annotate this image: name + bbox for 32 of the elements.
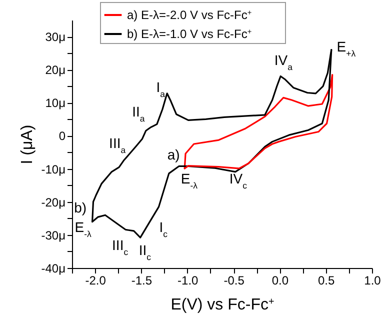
x-tick-label: 0.0 bbox=[272, 274, 289, 288]
annotation: IV$_{a}$ bbox=[274, 52, 293, 72]
annotation: III$_{a}$ bbox=[109, 135, 126, 156]
x-axis-title: E(V) vs Fc-Fc$^{+}$ bbox=[170, 296, 274, 314]
legend-label: a) E-λ=-2.0 V vs Fc-Fc$^{+}$ bbox=[127, 8, 252, 22]
y-axis-title: I (μA) bbox=[19, 124, 36, 164]
y-tick-label: -40μ bbox=[41, 262, 66, 276]
annotation: I$_{a}$ bbox=[156, 78, 166, 99]
x-tick-label: -1.0 bbox=[178, 274, 199, 288]
annotation: IV$_{c}$ bbox=[229, 170, 248, 190]
x-tick-label: 0.5 bbox=[318, 274, 336, 288]
x-tick-label: -2.0 bbox=[85, 274, 106, 288]
y-tick-label: 30μ bbox=[45, 30, 66, 44]
annotation: III$_{c}$ bbox=[112, 236, 129, 257]
annotation: E$_{+λ}$ bbox=[336, 38, 356, 58]
annotation: E$_{-λ}$ bbox=[180, 170, 198, 190]
annotation: b) bbox=[74, 199, 87, 216]
x-tick-label: 1.0 bbox=[364, 274, 382, 288]
x-tick-label: -0.5 bbox=[224, 274, 245, 288]
y-tick-label: 0 bbox=[58, 129, 66, 144]
annotation: I$_{c}$ bbox=[159, 219, 168, 240]
annotation: a) bbox=[167, 146, 180, 162]
y-tick-label: -20μ bbox=[41, 195, 66, 210]
y-tick-label: 20μ bbox=[45, 63, 66, 78]
x-tick-label: -1.5 bbox=[131, 274, 152, 288]
y-tick-label: -30μ bbox=[41, 228, 66, 242]
legend-label: b) E-λ=-1.0 V vs Fc-Fc$^{+}$ bbox=[127, 26, 252, 41]
annotation: II$_{c}$ bbox=[138, 242, 152, 262]
y-tick-label: 10μ bbox=[45, 96, 66, 110]
annotation: E$_{-λ}$ bbox=[74, 219, 92, 240]
annotation: II$_{a}$ bbox=[132, 104, 145, 124]
y-tick-label: -10μ bbox=[41, 162, 66, 176]
